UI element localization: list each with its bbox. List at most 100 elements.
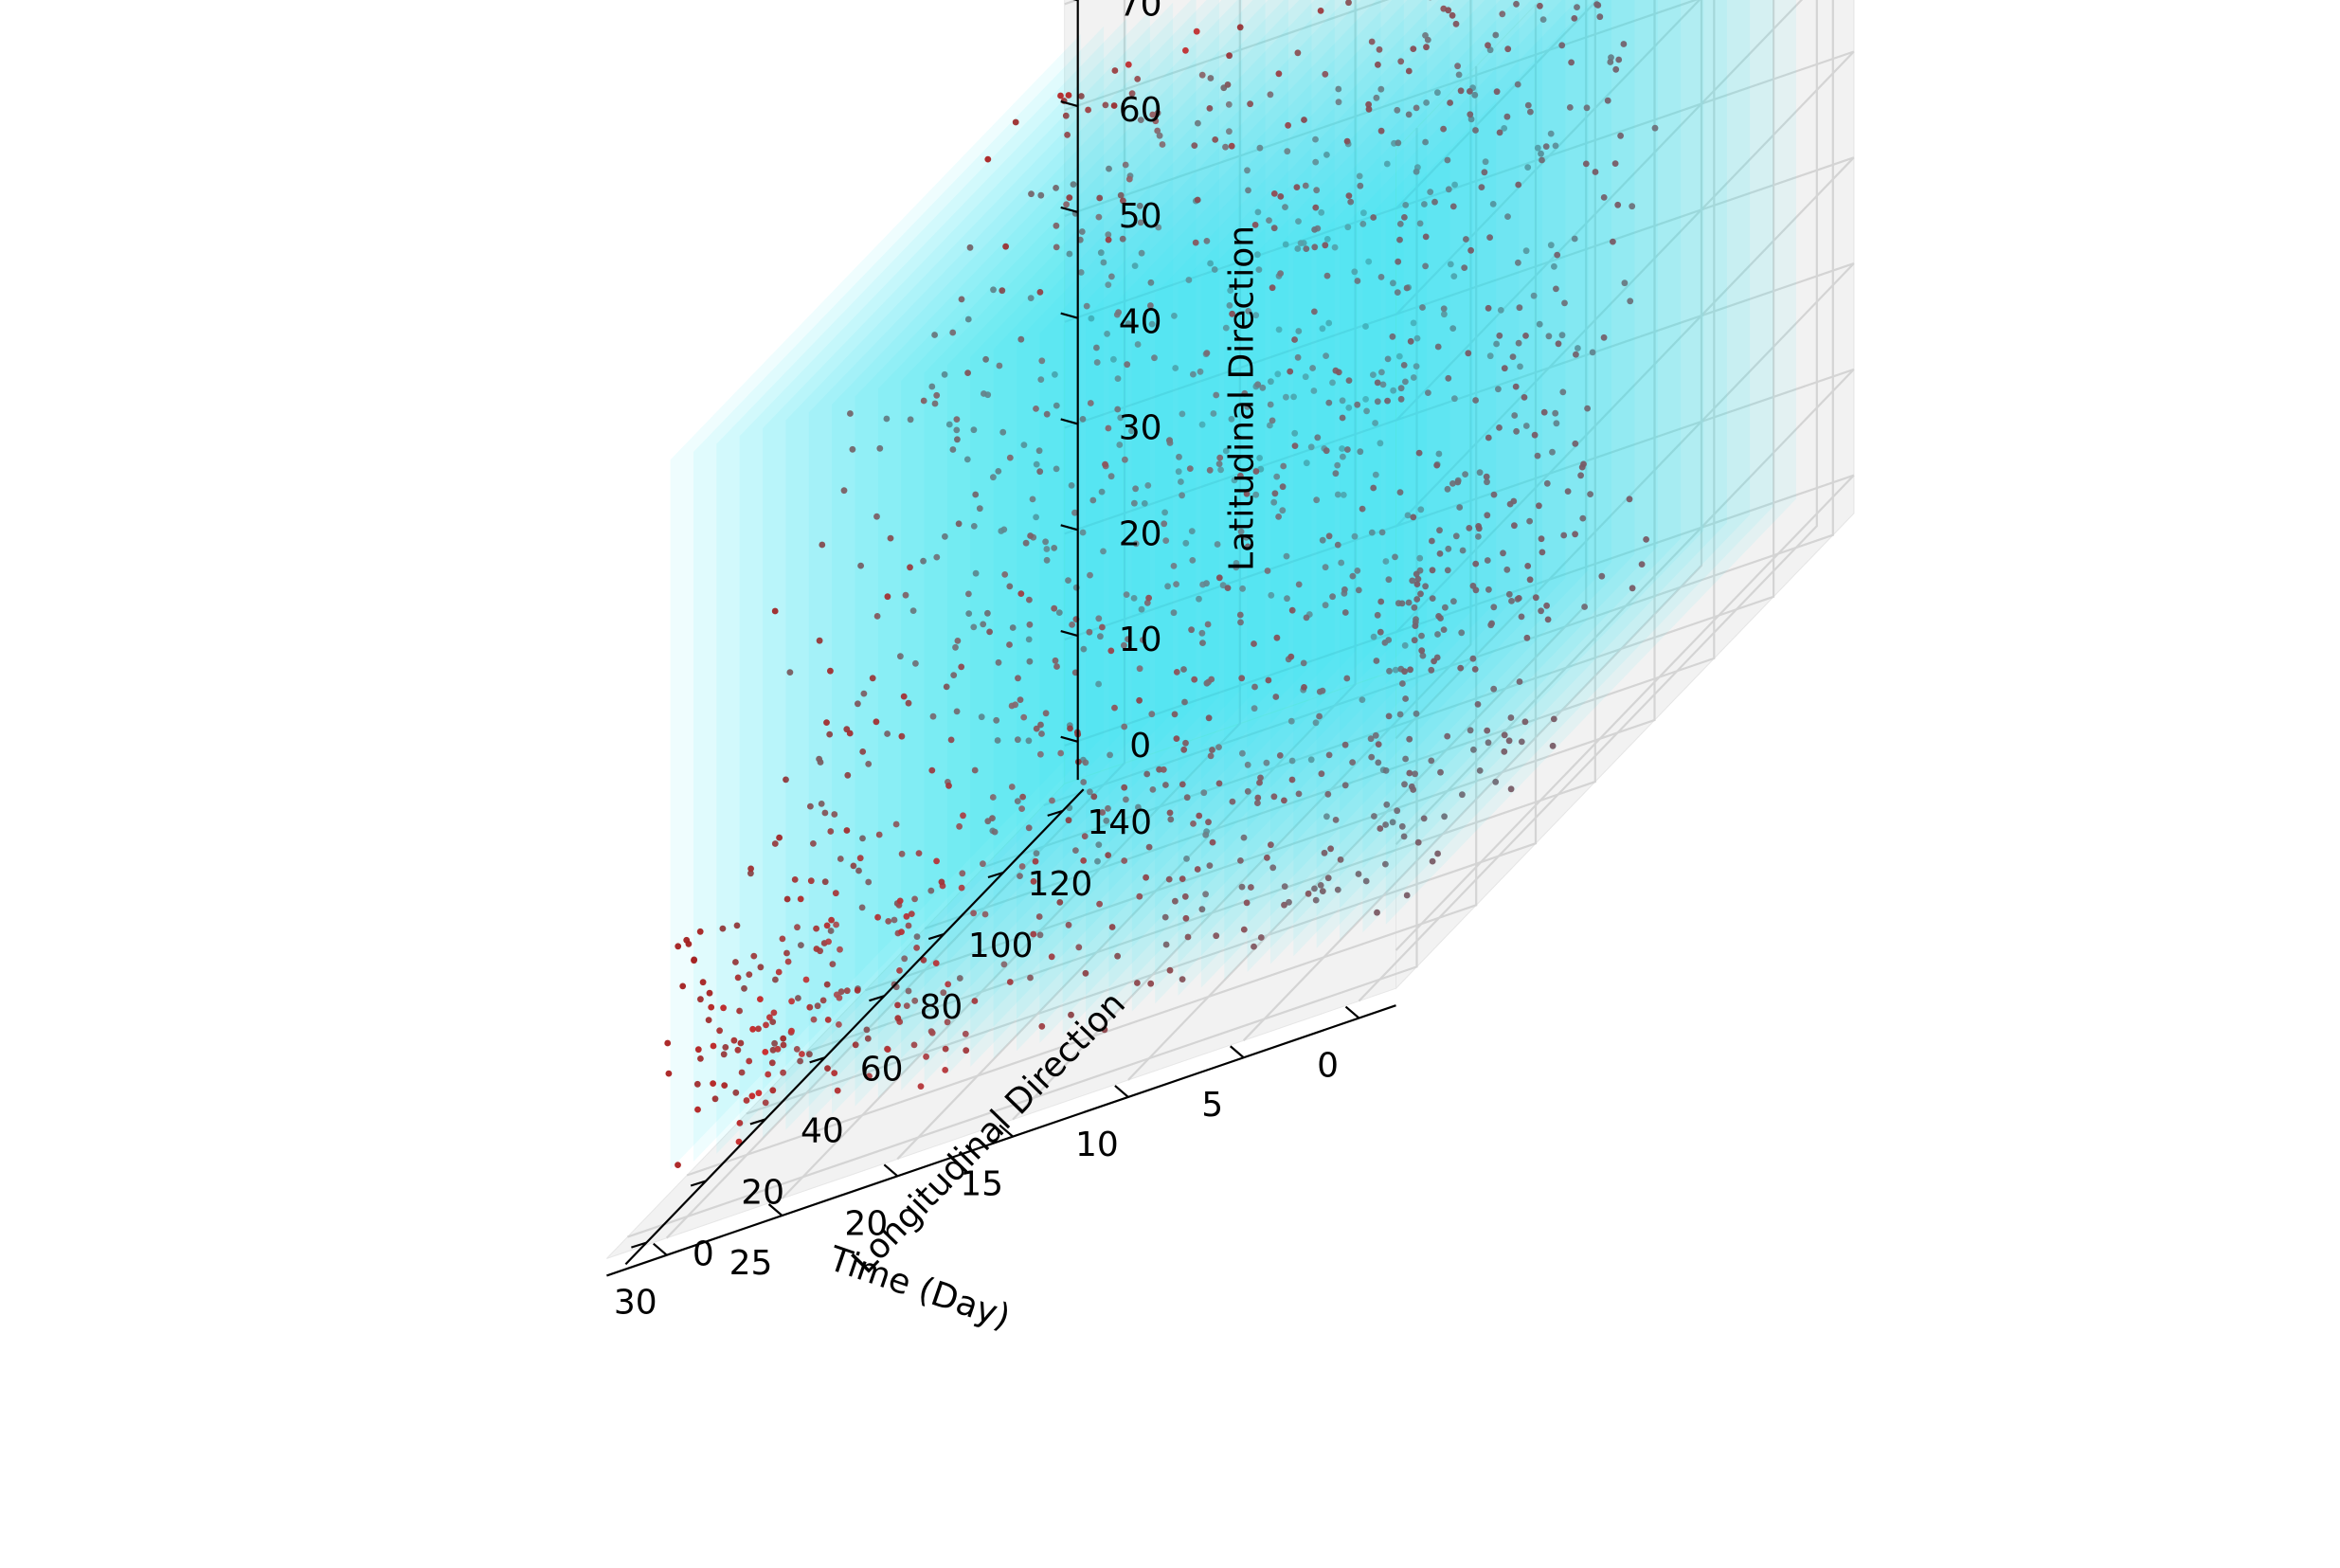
- data-point: [1561, 299, 1568, 307]
- data-point: [836, 1021, 842, 1028]
- day-layer: [664, 34, 1095, 1170]
- data-point: [953, 426, 961, 434]
- x-tick: [1230, 1045, 1245, 1059]
- data-point: [1515, 181, 1522, 189]
- x-tick: [1114, 1085, 1129, 1098]
- data-point: [1176, 453, 1182, 460]
- data-point: [679, 982, 687, 990]
- data-point: [1421, 201, 1428, 207]
- data-point: [1323, 813, 1330, 820]
- data-point: [1178, 478, 1184, 485]
- data-point: [1233, 564, 1240, 571]
- data-point: [1347, 198, 1355, 206]
- data-point: [1222, 324, 1230, 332]
- data-point: [1274, 370, 1282, 378]
- data-point: [1269, 864, 1277, 872]
- data-point: [1100, 259, 1107, 266]
- data-point: [995, 658, 1002, 666]
- data-point: [1471, 666, 1479, 673]
- x-tick: [1344, 1005, 1360, 1019]
- data-point: [819, 541, 826, 549]
- data-point: [1558, 332, 1566, 339]
- data-point: [1191, 676, 1198, 683]
- data-point: [1066, 250, 1073, 258]
- z-tick-label: 20: [1119, 514, 1162, 553]
- data-point: [898, 732, 906, 740]
- data-point: [1467, 727, 1474, 734]
- data-point: [1539, 549, 1546, 556]
- data-point: [927, 887, 935, 894]
- data-point: [1008, 702, 1016, 710]
- data-point: [1173, 581, 1179, 587]
- data-point: [995, 468, 1002, 475]
- data-point: [913, 945, 920, 951]
- data-point: [1410, 45, 1417, 52]
- data-point: [843, 827, 851, 834]
- data-point: [1288, 606, 1296, 614]
- data-point: [1440, 125, 1447, 133]
- data-point: [1152, 117, 1160, 125]
- gridline-x: [1012, 0, 1472, 1121]
- data-point: [1283, 552, 1290, 560]
- data-point: [1212, 136, 1219, 143]
- data-point: [1507, 785, 1515, 793]
- data-point: [1053, 402, 1060, 409]
- data-point: [1238, 675, 1246, 682]
- data-point: [834, 1087, 841, 1094]
- data-point: [755, 1090, 763, 1097]
- day-layer: [1056, 0, 1473, 1036]
- data-point: [1413, 570, 1420, 578]
- data-point: [1376, 45, 1383, 53]
- data-point: [942, 1045, 949, 1053]
- y-tick-label: 140: [1087, 803, 1152, 842]
- data-point: [1515, 259, 1521, 266]
- data-point: [699, 979, 707, 986]
- data-point: [1303, 614, 1310, 622]
- data-point: [1400, 833, 1408, 840]
- data-point: [1508, 598, 1515, 604]
- data-point: [1222, 143, 1229, 151]
- data-point: [847, 410, 854, 417]
- data-point: [1114, 375, 1122, 382]
- data-point: [1377, 274, 1385, 280]
- data-point: [1459, 547, 1467, 554]
- x-axis-line: [606, 1004, 1396, 1277]
- day-layer: [808, 0, 1233, 1123]
- data-point: [1186, 465, 1194, 472]
- cyan-slice: [1385, 0, 1796, 925]
- data-point: [1344, 446, 1351, 453]
- data-point: [1088, 315, 1095, 322]
- data-point: [1410, 514, 1417, 521]
- data-point: [1445, 374, 1452, 382]
- data-point: [1072, 847, 1079, 854]
- data-point: [989, 815, 996, 821]
- data-point: [1368, 529, 1376, 536]
- data-point: [748, 1092, 756, 1100]
- day-layer: [735, 10, 1150, 1146]
- data-point: [971, 766, 979, 774]
- data-point: [976, 505, 983, 513]
- data-point: [1435, 450, 1443, 458]
- data-point: [1294, 245, 1302, 252]
- data-point: [989, 794, 997, 801]
- data-point: [1182, 914, 1190, 922]
- data-point: [774, 1045, 782, 1053]
- data-point: [1225, 100, 1233, 108]
- data-point: [1527, 108, 1534, 116]
- data-point: [1457, 87, 1465, 95]
- data-point: [1251, 943, 1257, 950]
- data-point: [1116, 442, 1124, 448]
- data-point: [1355, 871, 1362, 877]
- data-point: [928, 1029, 936, 1036]
- data-point: [1020, 442, 1028, 448]
- data-point: [1410, 374, 1417, 381]
- data-point: [1410, 786, 1417, 793]
- data-point: [1141, 500, 1148, 507]
- data-point: [1138, 605, 1145, 613]
- data-point: [765, 1071, 772, 1078]
- data-point: [1512, 383, 1520, 390]
- data-point: [1447, 261, 1454, 268]
- data-point: [1070, 181, 1077, 189]
- data-point: [1434, 631, 1441, 638]
- data-point: [1495, 386, 1502, 393]
